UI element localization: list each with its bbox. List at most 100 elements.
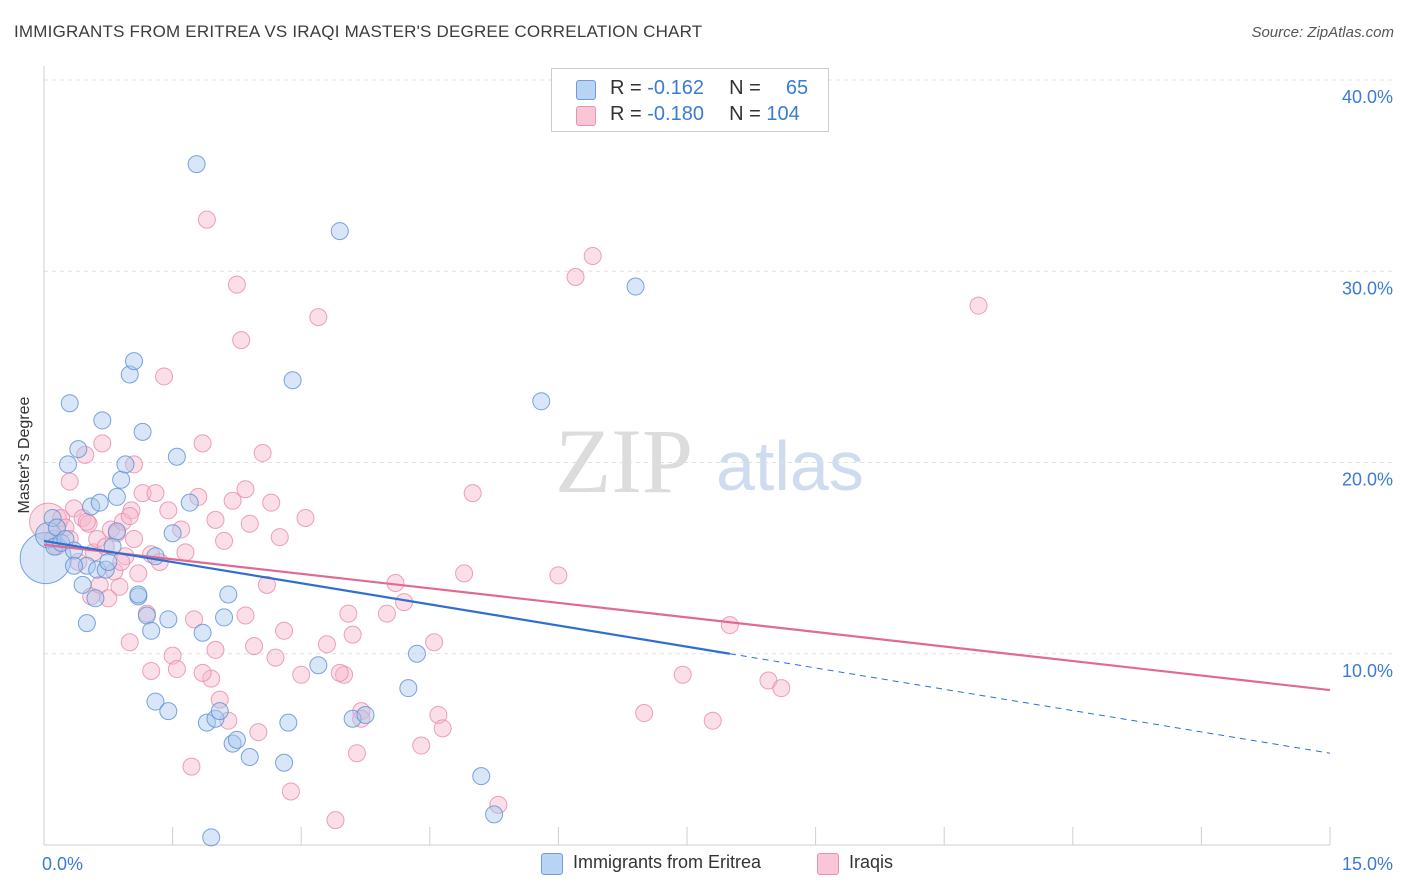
iraqi-swatch	[576, 106, 596, 126]
data-point	[206, 640, 225, 659]
data-point	[326, 811, 345, 830]
data-point	[279, 713, 298, 732]
data-point	[155, 367, 174, 386]
data-point	[187, 155, 206, 174]
data-point	[60, 472, 79, 491]
eritrea-points	[19, 155, 645, 847]
data-point	[249, 723, 268, 742]
iraqi-points	[29, 210, 988, 830]
data-point	[309, 308, 328, 327]
data-point	[317, 635, 336, 654]
data-point	[455, 564, 474, 583]
trend-line-iraqi	[43, 543, 1331, 692]
data-point	[107, 487, 126, 506]
data-point	[262, 493, 281, 512]
x-tick-label-max: 15.0%	[1342, 854, 1393, 874]
legend-r-value: -0.180	[647, 103, 704, 125]
data-point	[116, 455, 135, 474]
data-point	[281, 782, 300, 801]
data-point	[433, 719, 452, 738]
data-point	[330, 663, 349, 682]
data-point	[399, 679, 418, 698]
series-legend: Immigrants from Eritrea Iraqis	[0, 852, 1406, 878]
data-point	[93, 434, 112, 453]
data-point	[107, 522, 126, 541]
watermark-zip: ZIP	[555, 410, 693, 512]
legend-n-value: 104	[766, 103, 800, 125]
tick-labels: 10.0% 20.0% 30.0% 40.0% 0.0% 15.0%	[42, 87, 1393, 874]
data-point	[202, 828, 221, 847]
data-point	[86, 589, 105, 608]
legend-iraqi-text: R = -0.180 N = 104	[610, 103, 800, 126]
data-point	[197, 210, 216, 229]
data-point	[202, 669, 221, 688]
trend-line-eritrea	[43, 539, 731, 655]
data-point	[120, 507, 139, 526]
data-point	[182, 757, 201, 776]
data-point	[227, 275, 246, 294]
legend-r-label: R =	[610, 77, 642, 99]
data-point	[180, 493, 199, 512]
data-point	[635, 704, 654, 723]
eritrea-swatch	[576, 80, 596, 100]
data-point	[59, 455, 78, 474]
data-point	[253, 443, 272, 462]
data-point	[172, 520, 191, 539]
data-point	[167, 660, 186, 679]
data-point	[206, 510, 225, 529]
data-point	[99, 589, 118, 608]
data-point	[232, 331, 251, 350]
data-point	[112, 470, 131, 489]
legend-label-iraqi: Iraqis	[849, 852, 894, 872]
data-point	[129, 585, 148, 604]
trend-line-eritrea-extension	[729, 653, 1331, 754]
data-point	[43, 508, 62, 527]
data-point	[193, 663, 212, 682]
legend-label-eritrea: Immigrants from Eritrea	[573, 852, 762, 872]
data-point	[330, 222, 349, 241]
data-point	[309, 656, 328, 675]
data-point	[82, 497, 101, 516]
data-point	[110, 577, 129, 596]
data-point	[489, 795, 508, 814]
data-point	[60, 394, 79, 413]
y-tick-label: 20.0%	[1342, 470, 1393, 490]
y-tick-label: 10.0%	[1342, 661, 1393, 681]
data-point	[463, 484, 482, 503]
data-point	[347, 744, 366, 763]
data-point	[176, 543, 195, 562]
y-tick-label: 40.0%	[1342, 87, 1393, 107]
data-point	[146, 692, 165, 711]
watermark-atlas: atlas	[716, 427, 864, 505]
data-point	[159, 610, 178, 629]
data-point	[69, 440, 88, 459]
data-point	[356, 705, 375, 724]
legend-r-value: -0.162	[647, 77, 704, 99]
trend-lines	[43, 539, 1331, 754]
legend-n-value: 65	[785, 77, 809, 99]
data-point	[425, 633, 444, 652]
data-point	[377, 604, 396, 623]
data-point	[163, 646, 182, 665]
data-point	[275, 621, 294, 640]
data-point	[223, 491, 242, 510]
data-point	[339, 604, 358, 623]
data-point	[133, 484, 152, 503]
data-point	[167, 447, 186, 466]
data-point	[236, 606, 255, 625]
data-point	[142, 621, 161, 640]
correlation-legend: R = -0.162 N = 65 R = -0.180 N = 104	[551, 68, 829, 132]
data-point	[343, 625, 362, 644]
legend-n-label: N =	[729, 103, 761, 125]
data-point	[219, 585, 238, 604]
data-point	[549, 566, 568, 585]
data-point	[270, 528, 289, 547]
eritrea-legend-swatch	[541, 853, 563, 875]
data-point	[275, 753, 294, 772]
data-point	[703, 711, 722, 730]
data-point	[90, 493, 109, 512]
data-point	[125, 352, 144, 371]
data-point	[146, 484, 165, 503]
data-point	[189, 487, 208, 506]
axes	[43, 66, 1331, 846]
